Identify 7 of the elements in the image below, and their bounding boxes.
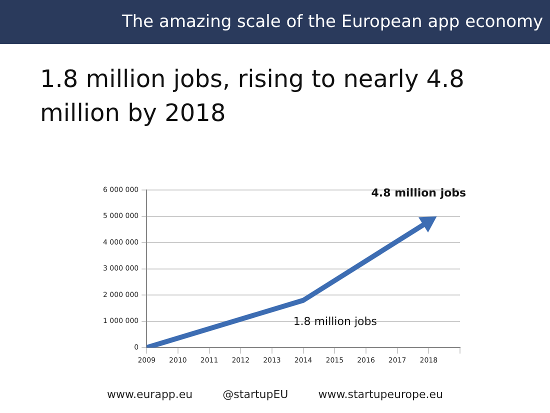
annotation: 1.8 million jobs (293, 315, 378, 328)
chart-subtitle: 1.8 million jobs, rising to nearly 4.8 million by 2018 (40, 64, 466, 129)
annotation: 4.8 million jobs (371, 186, 467, 200)
text: www.startupeurope.eu (318, 388, 444, 401)
text: @startupEU (222, 388, 288, 401)
text: www.eurapp.eu (106, 388, 193, 401)
chart-title: The amazing scale of the European app economy (0, 0, 550, 44)
